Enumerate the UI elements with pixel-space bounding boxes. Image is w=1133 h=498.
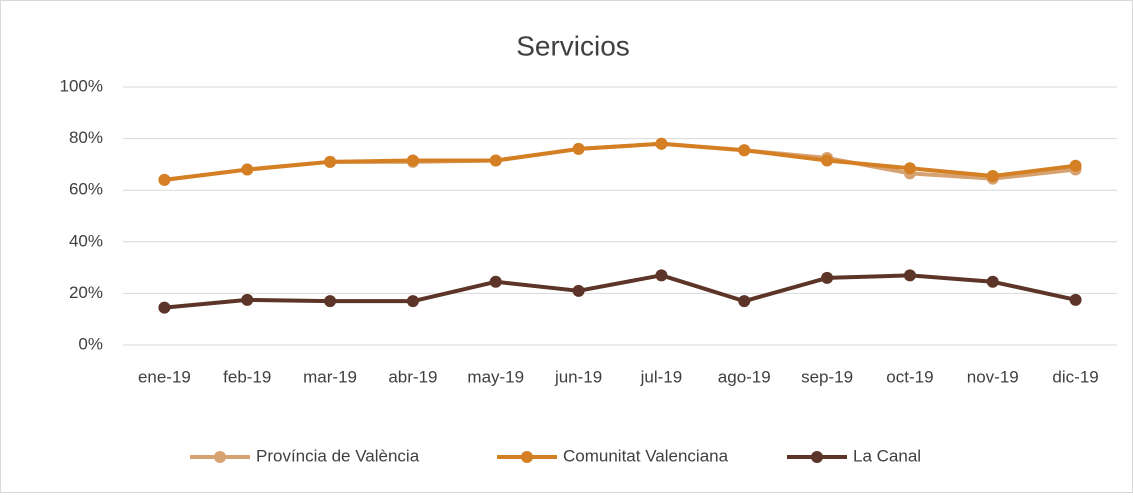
point [655,269,668,282]
point [986,275,999,288]
point [986,170,999,183]
legend-marker [214,451,226,463]
x-tick-label: oct-19 [886,367,933,386]
series-line [164,273,1077,310]
point [158,173,171,186]
point [406,295,419,308]
point [158,301,171,314]
point [324,295,337,308]
point [406,154,419,167]
legend-marker [521,451,533,463]
y-tick-label: 100% [60,76,103,95]
point [821,271,834,284]
point [489,154,502,167]
x-tick-label: ene-19 [138,367,191,386]
x-tick-label: may-19 [467,367,524,386]
point [572,142,585,155]
point [489,275,502,288]
x-tick-label: sep-19 [801,367,853,386]
x-tick-label: ago-19 [718,367,771,386]
y-tick-label: 0% [78,334,103,353]
point [655,137,668,150]
y-tick-label: 80% [69,128,103,147]
point [1069,293,1082,306]
x-tick-label: dic-19 [1052,367,1098,386]
point [241,163,254,176]
legend-label: Província de València [256,446,420,465]
x-tick-label: abr-19 [388,367,437,386]
x-tick-label: feb-19 [223,367,271,386]
legend-label: La Canal [853,446,921,465]
point [903,269,916,282]
y-tick-label: 40% [69,231,103,250]
point [821,154,834,167]
point [903,162,916,175]
point [738,295,751,308]
x-tick-label: mar-19 [303,367,357,386]
point [241,293,254,306]
legend-label: Comunitat Valenciana [563,446,729,465]
point [1069,159,1082,172]
legend-marker [811,451,823,463]
series-line [164,141,1076,182]
x-tick-label: jun-19 [554,367,602,386]
y-tick-label: 60% [69,180,103,199]
point [572,284,585,297]
point [324,155,337,168]
x-tick-label: nov-19 [967,367,1019,386]
x-tick-label: jul-19 [640,367,683,386]
chart-title: Servicios [516,30,630,61]
y-tick-label: 20% [69,283,103,302]
point [738,144,751,157]
